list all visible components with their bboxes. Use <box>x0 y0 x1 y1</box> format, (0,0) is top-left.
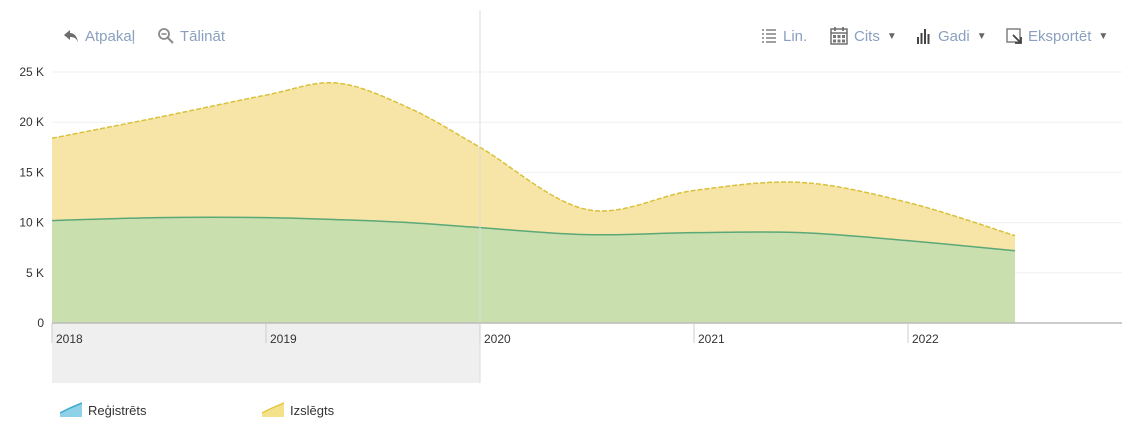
area-chart-icon <box>261 401 285 420</box>
legend-label-excluded: Izslēgts <box>290 402 335 418</box>
x-tick-label: 2022 <box>912 332 939 346</box>
area-chart-icon <box>59 401 83 420</box>
y-tick-label: 0 <box>37 316 44 330</box>
years-dropdown[interactable]: Gadi ▼ <box>915 24 987 48</box>
series-area-excluded <box>52 82 1015 251</box>
line-label: Lin. <box>783 27 808 45</box>
legend-item-registered[interactable]: Reģistrēts <box>59 398 147 422</box>
series-area-registered <box>52 217 1015 323</box>
x-tick-label: 2018 <box>56 332 83 346</box>
back-button[interactable]: Atpakaļ <box>62 24 135 48</box>
legend-label-registered: Reģistrēts <box>88 402 147 418</box>
other-dropdown[interactable]: Cits ▼ <box>829 24 897 48</box>
back-label: Atpakaļ <box>85 27 136 45</box>
y-tick-label: 20 K <box>19 115 44 129</box>
chevron-down-icon: ▼ <box>976 30 987 42</box>
series-line-registered <box>51 216 1016 252</box>
chevron-down-icon: ▼ <box>1098 30 1109 42</box>
bar-chart-icon <box>915 27 933 45</box>
x-tick-label: 2020 <box>484 332 511 346</box>
line-chart-button[interactable]: Lin. <box>760 24 807 48</box>
export-dropdown[interactable]: Eksportēt ▼ <box>1005 24 1108 48</box>
series-line-excluded <box>51 81 1016 237</box>
list-lines-icon <box>760 27 778 45</box>
chevron-down-icon: ▼ <box>886 30 897 42</box>
y-tick-label: 25 K <box>19 65 44 79</box>
other-label: Cits <box>854 27 880 45</box>
export-icon <box>1005 27 1023 45</box>
years-label: Gadi <box>938 27 970 45</box>
legend-item-excluded[interactable]: Izslēgts <box>261 398 335 422</box>
y-tick-label: 10 K <box>19 216 44 230</box>
y-tick-label: 15 K <box>19 165 44 179</box>
x-tick-label: 2019 <box>270 332 297 346</box>
x-tick-label: 2021 <box>698 332 725 346</box>
undo-arrow-icon <box>62 27 80 45</box>
calendar-icon <box>829 26 849 46</box>
zoom-out-label: Tālināt <box>180 27 226 45</box>
zoom-out-icon <box>157 27 175 45</box>
y-tick-label: 5 K <box>26 266 44 280</box>
export-label: Eksportēt <box>1028 27 1092 45</box>
zoom-out-button[interactable]: Tālināt <box>157 24 225 48</box>
